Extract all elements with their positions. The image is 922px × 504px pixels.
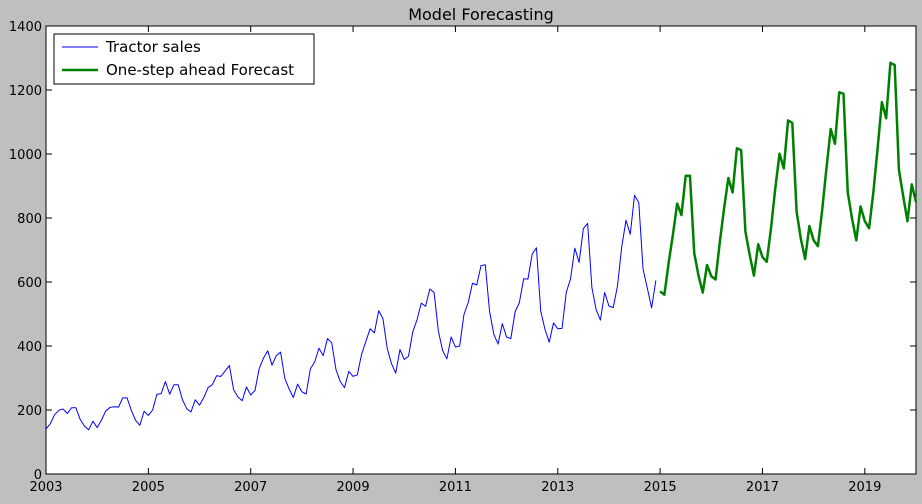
plot-area: [45, 25, 917, 475]
x-tick-label: 2015: [644, 480, 677, 495]
y-tick-label: 800: [17, 212, 42, 227]
y-tick-label: 600: [17, 276, 42, 291]
y-tick-label: 400: [17, 340, 42, 355]
legend-label-forecast: One-step ahead Forecast: [106, 61, 294, 79]
x-tick-label: 2017: [746, 480, 779, 495]
y-tick-label: 0: [34, 468, 42, 483]
y-tick-label: 1400: [9, 20, 42, 35]
series-line-forecast: [659, 61, 918, 297]
x-tick-label: 2007: [234, 480, 267, 495]
x-tick-label: 2013: [541, 480, 574, 495]
x-tick-label: 2019: [848, 480, 881, 495]
y-tick-label: 1200: [9, 84, 42, 99]
x-tick-label: 2009: [337, 480, 370, 495]
axis-ticks: 2003 2005 2007 2009 2011 2013 2015 2017 2019 0 200…: [9, 20, 916, 495]
x-tick-label: 2003: [29, 480, 62, 495]
legend-box: [53, 33, 315, 85]
series-line-tractor-sales: [45, 194, 657, 431]
x-tick-label: 2005: [132, 480, 165, 495]
series-layer: [45, 61, 918, 431]
y-tick-label: 200: [17, 404, 42, 419]
chart-title: Model Forecasting: [408, 5, 554, 24]
y-tick-label: 1000: [9, 148, 42, 163]
legend: Tractor sales One-step ahead Forecast: [53, 33, 315, 85]
legend-label-tractor-sales: Tractor sales: [105, 38, 201, 56]
x-tick-label: 2011: [439, 480, 472, 495]
